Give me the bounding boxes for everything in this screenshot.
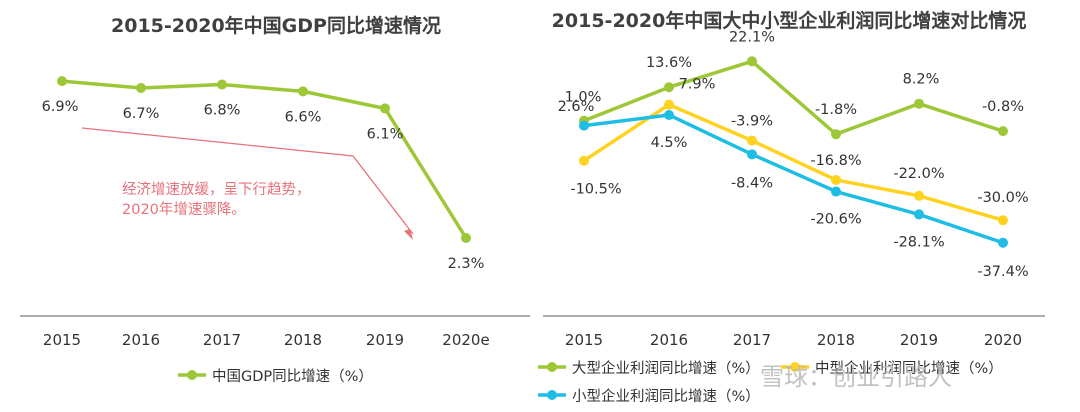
legend-marker-medium <box>790 362 800 372</box>
gdp-data-label: 6.1% <box>367 126 404 142</box>
gdp-series-line <box>61 79 468 239</box>
x-tick-label: 2015 <box>565 331 603 349</box>
large-data-label: -0.8% <box>982 99 1024 115</box>
small-data-point <box>664 109 674 120</box>
watermark-text: 雪球：创业引路人 <box>760 363 952 391</box>
annotation-arrow-head <box>404 229 413 240</box>
medium-data-label: -10.5% <box>570 182 621 198</box>
legend-marker-small <box>547 390 557 400</box>
x-tick-label: 2016 <box>650 331 688 349</box>
chart-title: 2015-2020年中国大中小型企业利润同比增速对比情况 <box>552 9 1027 32</box>
small-data-point <box>914 209 924 220</box>
gdp-data-point <box>136 82 146 93</box>
x-tick-label: 2020 <box>984 331 1022 349</box>
annotation-text: 经济增速放缓，呈下行趋势， <box>122 181 311 198</box>
small-data-point <box>998 237 1008 248</box>
legend-label-large: 大型企业利润同比增速（%） <box>572 359 760 377</box>
medium-data-label: 7.9% <box>679 77 716 93</box>
large-data-label: 22.1% <box>729 29 775 45</box>
medium-data-point <box>579 155 589 166</box>
large-data-point <box>998 126 1008 137</box>
medium-data-point <box>747 135 757 146</box>
gdp-data-point <box>461 233 471 243</box>
x-tick-label: 2015 <box>43 331 81 349</box>
small-data-point <box>579 120 589 131</box>
legend-marker-large <box>547 362 557 372</box>
gdp-data-point <box>298 86 308 97</box>
medium-data-point <box>998 215 1008 226</box>
large-data-label: 2.6% <box>558 99 595 115</box>
small-data-label: 4.5% <box>651 135 688 151</box>
medium-data-label: -16.8% <box>810 153 861 169</box>
medium-data-point <box>831 174 841 185</box>
x-tick-label: 2018 <box>817 331 855 349</box>
gdp-data-label: 6.7% <box>123 106 160 122</box>
legend-label-gdp: 中国GDP同比增速（%） <box>212 368 373 385</box>
small-data-point <box>831 186 841 197</box>
chart-title: 2015-2020年中国GDP同比增速情况 <box>111 14 441 37</box>
x-tick-label: 2020e <box>442 331 489 349</box>
gdp-data-point <box>380 103 390 114</box>
annotation-arrow <box>81 127 414 235</box>
enterprise-profit-chart: 2015-2020年中国大中小型企业利润同比增速对比情况 2015 2016 2017… <box>538 9 1045 405</box>
annotation-text: 2020年增速骤降。 <box>122 201 246 218</box>
legend-label-medium: 中型企业利润同比增速（%） <box>815 359 1003 377</box>
gdp-data-label: 6.6% <box>285 109 322 125</box>
small-series-line <box>583 113 1004 245</box>
large-data-point <box>914 98 924 109</box>
medium-data-point <box>664 99 674 110</box>
large-data-label: -1.8% <box>815 102 857 118</box>
medium-data-label: -22.0% <box>893 166 944 182</box>
x-tick-label: 2018 <box>284 331 322 349</box>
large-data-label: 13.6% <box>646 55 692 71</box>
gdp-growth-chart: 2015-2020年中国GDP同比增速情况 2015 2016 2017 2018 201… <box>20 14 530 385</box>
x-tick-label: 2016 <box>122 331 160 349</box>
gdp-data-label: 2.3% <box>448 256 485 272</box>
gdp-data-point <box>57 76 67 87</box>
medium-data-point <box>914 190 924 201</box>
small-data-label: -8.4% <box>731 175 773 191</box>
x-tick-label: 2017 <box>733 331 771 349</box>
large-data-point <box>831 129 841 140</box>
large-data-label: 8.2% <box>903 72 940 88</box>
medium-series-line <box>583 102 1004 222</box>
large-series-line <box>583 59 1004 136</box>
large-data-point <box>664 82 674 93</box>
x-tick-label: 2017 <box>203 331 241 349</box>
small-data-label: 1.0% <box>565 90 602 106</box>
medium-data-label: -3.9% <box>731 114 773 130</box>
small-data-point <box>747 149 757 160</box>
gdp-data-point <box>217 79 227 90</box>
x-tick-label: 2019 <box>366 331 404 349</box>
small-data-label: -20.6% <box>810 212 861 228</box>
medium-data-label: -30.0% <box>977 190 1028 206</box>
x-tick-label: 2019 <box>900 331 938 349</box>
gdp-data-label: 6.9% <box>42 99 79 115</box>
small-data-label: -37.4% <box>977 264 1028 280</box>
legend-label-small: 小型企业利润同比增速（%） <box>572 387 760 405</box>
small-data-label: -28.1% <box>893 234 944 250</box>
gdp-data-label: 6.8% <box>204 103 241 119</box>
legend-marker-gdp <box>187 370 197 380</box>
large-data-point <box>747 56 757 67</box>
